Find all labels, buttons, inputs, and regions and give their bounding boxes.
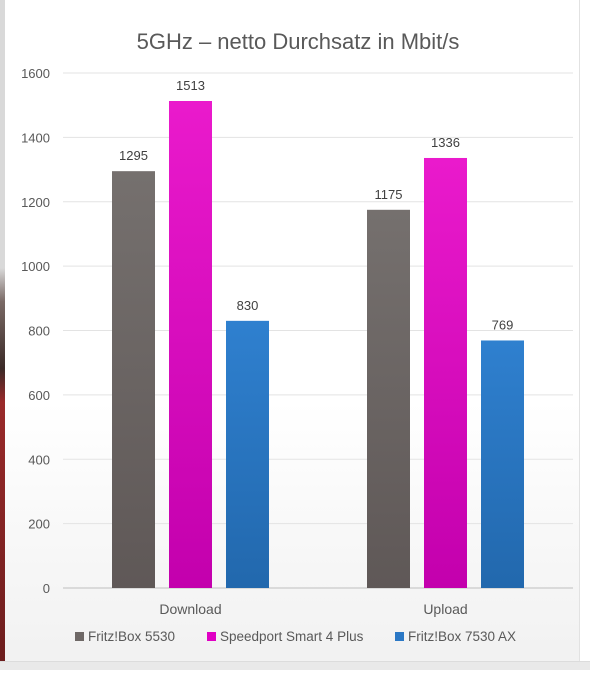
y-tick-label: 1600: [21, 66, 50, 81]
bar-upload-series-1: [367, 209, 410, 588]
legend-label: Fritz!Box 7530 AX: [408, 629, 516, 644]
y-tick-label: 400: [28, 452, 50, 467]
legend-swatch: [75, 632, 84, 641]
window-edge-left: [0, 0, 5, 670]
chart-title: 5GHz – netto Durchsatz in Mbit/s: [137, 29, 460, 54]
y-tick-label: 1200: [21, 195, 50, 210]
x-category-label: Upload: [423, 601, 467, 617]
data-labels: 1295 1513 830 1175 1336 769: [119, 78, 513, 332]
bar-chart: 5GHz – netto Durchsatz in Mbit/s 0 200 400…: [21, 29, 573, 644]
y-tick-label: 0: [43, 581, 50, 596]
window-bottom-strip: [0, 661, 590, 670]
bar-download-series-2: [169, 101, 212, 589]
y-tick-label: 1000: [21, 259, 50, 274]
x-category-label: Download: [159, 601, 221, 617]
x-axis: Download Upload: [159, 601, 467, 617]
data-label: 769: [492, 317, 514, 332]
y-tick-label: 600: [28, 388, 50, 403]
legend-label: Speedport Smart 4 Plus: [220, 629, 364, 644]
bar-download-series-3: [226, 320, 269, 588]
data-label: 830: [237, 298, 259, 313]
data-label: 1295: [119, 148, 148, 163]
window-edge-right: [579, 0, 590, 670]
y-tick-label: 800: [28, 324, 50, 339]
y-tick-label: 200: [28, 517, 50, 532]
legend-swatch: [207, 632, 216, 641]
legend-swatch: [395, 632, 404, 641]
data-label: 1513: [176, 78, 205, 93]
bar-upload-series-2: [424, 157, 467, 588]
bar-download-series-1: [112, 171, 155, 588]
bars: [112, 101, 524, 589]
legend-label: Fritz!Box 5530: [88, 629, 175, 644]
legend: Fritz!Box 5530 Speedport Smart 4 Plus Frit…: [75, 629, 516, 644]
y-tick-label: 1400: [21, 130, 50, 145]
y-axis: 0 200 400 600 800 1000 1200 1400 1600: [21, 66, 50, 596]
chart-card: 5GHz – netto Durchsatz in Mbit/s 0 200 400…: [5, 0, 580, 670]
data-label: 1336: [431, 135, 460, 150]
bar-upload-series-3: [481, 340, 524, 588]
data-label: 1175: [375, 187, 403, 202]
